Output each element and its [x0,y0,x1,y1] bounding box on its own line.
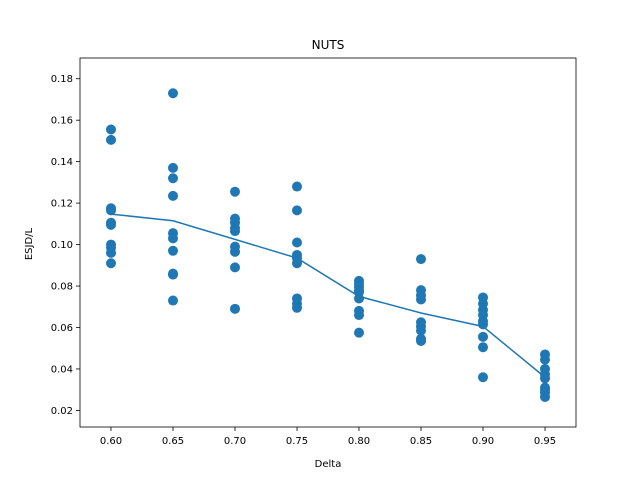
data-point [540,391,550,402]
x-tick-label: 0.60 [100,436,122,447]
data-point [478,372,488,383]
data-point [416,325,426,336]
y-tick-label: 0.02 [51,406,73,417]
chart-title: NUTS [312,38,345,52]
y-tick-label: 0.04 [51,364,73,375]
data-point [230,186,240,197]
y-tick-label: 0.12 [51,199,73,210]
data-point [230,246,240,257]
data-point [292,302,302,313]
data-point [354,293,364,304]
data-point [230,226,240,237]
data-point [168,88,178,99]
y-tick-label: 0.16 [51,116,73,127]
data-point [168,295,178,306]
data-point [478,342,488,353]
data-point [168,245,178,256]
mean-line [110,213,546,378]
data-point [292,205,302,216]
x-tick-label: 0.65 [162,436,184,447]
data-point [106,219,116,230]
data-point [416,254,426,265]
axes-frame [79,57,577,428]
y-axis-label: ESJD/L [24,227,35,260]
x-tick-label: 0.70 [224,436,246,447]
data-point [416,294,426,305]
data-point [168,190,178,201]
data-point [292,237,302,248]
data-point [230,262,240,273]
data-point [354,327,364,338]
data-point [292,181,302,192]
data-point [106,258,116,269]
data-point [168,173,178,184]
data-point [478,319,488,330]
x-tick-label: 0.80 [348,436,370,447]
data-point [230,303,240,314]
x-axis-label: Delta [315,459,342,470]
plot-area: 0.60 0.65 0.70 0.75 0.80 0.85 0.90 0.95 0.02 0.04… [51,57,577,447]
x-tick-label: 0.95 [534,436,556,447]
data-point [540,354,550,365]
data-point [478,331,488,342]
x-tick-label: 0.75 [286,436,308,447]
data-point [354,310,364,321]
data-point [168,269,178,280]
y-tick-label: 0.06 [51,323,73,334]
y-tick-label: 0.10 [51,240,73,251]
data-point [416,335,426,346]
data-point [106,124,116,135]
data-point [106,134,116,145]
data-point [168,233,178,244]
data-point [168,162,178,173]
data-point [106,205,116,216]
x-tick-label: 0.85 [410,436,432,447]
data-point [292,258,302,269]
data-point [106,247,116,258]
y-tick-label: 0.14 [51,157,73,168]
x-tick-label: 0.90 [472,436,494,447]
y-tick-label: 0.18 [51,74,73,85]
y-tick-label: 0.08 [51,282,73,293]
data-point [540,373,550,384]
